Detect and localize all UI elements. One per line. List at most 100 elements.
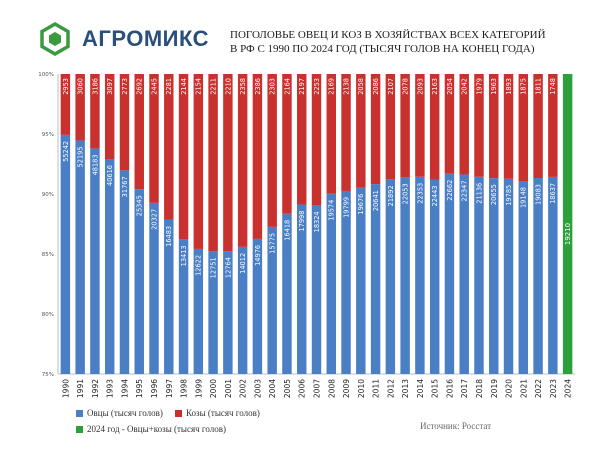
data-label-goats: 2169 (328, 78, 336, 95)
bar-goats (282, 74, 292, 214)
data-label-sheep: 16418 (283, 220, 291, 241)
y-tick-label: 95% (42, 132, 54, 138)
x-tick-label: 2020 (505, 379, 514, 398)
bar-goats (548, 74, 558, 177)
data-label-sheep: 55242 (62, 141, 70, 162)
x-tick-label: 1991 (76, 379, 85, 398)
bar-goats (90, 74, 100, 149)
data-label-sheep: 12622 (195, 255, 203, 276)
data-label-goats: 2164 (283, 78, 291, 95)
bar-goats (134, 74, 144, 190)
x-tick-label: 1997 (165, 379, 174, 398)
bar-goats (489, 74, 499, 179)
data-label-goats: 2210 (224, 78, 232, 95)
bar-sheep (385, 179, 396, 374)
data-label-sheep: 20327 (150, 209, 158, 230)
data-label-goats: 2058 (357, 78, 365, 95)
data-label-sheep: 22347 (461, 180, 469, 201)
bar-sheep (104, 159, 115, 374)
legend-swatch-sheep (76, 410, 83, 417)
bar-sheep (429, 179, 440, 374)
bar-sheep (75, 140, 85, 374)
bar-goats (326, 74, 336, 194)
data-label-goats: 2445 (150, 78, 158, 95)
bar-goats (518, 74, 529, 182)
chart-title-line-2: В РФ С 1990 ПО 2024 ГОД (ТЫСЯЧ ГОЛОВ НА … (230, 43, 535, 55)
x-tick-label: 2024 (564, 379, 573, 398)
bar-sheep (119, 170, 130, 374)
data-label-sheep: 21892 (387, 185, 395, 206)
x-tick-label: 2014 (416, 379, 425, 398)
data-label-sheep: 22662 (446, 180, 454, 201)
x-tick-label: 1992 (91, 379, 100, 398)
bar-sheep (533, 178, 543, 374)
x-tick-label: 2009 (342, 379, 351, 398)
x-tick-label: 2015 (431, 379, 440, 398)
bar-goats (104, 74, 115, 160)
data-label-goats: 2144 (180, 78, 188, 95)
data-label-goats: 2154 (195, 78, 203, 95)
bar-goats (341, 74, 351, 191)
data-label-sheep: 13413 (180, 245, 188, 266)
data-label-goats: 2358 (239, 78, 247, 95)
bar-total-2024 (562, 74, 573, 374)
bar-goats (149, 74, 159, 203)
data-label-goats: 3060 (77, 78, 85, 95)
data-label-sheep: 22353 (416, 183, 424, 204)
x-tick-label: 2001 (224, 379, 233, 398)
data-label-sheep: 15775 (269, 233, 277, 254)
data-label-sheep: 40616 (106, 165, 114, 186)
bar-sheep (548, 176, 558, 374)
data-label-sheep: 14012 (239, 253, 247, 274)
bar-sheep (149, 202, 159, 374)
x-tick-label: 2022 (534, 379, 543, 398)
header: АГРОМИКС ПОГОЛОВЬЕ ОВЕЦ И КОЗ В ХОЗЯЙСТВ… (0, 0, 600, 62)
bar-goats (223, 74, 233, 252)
data-label-sheep: 19083 (534, 184, 542, 205)
legend-label-total-2024: 2024 год - Овцы+козы (тысяч голов) (87, 424, 226, 434)
data-label-sheep: 21136 (475, 183, 483, 204)
data-label-goats: 2138 (342, 78, 350, 95)
x-tick-label: 1993 (106, 379, 115, 398)
data-label-goats: 2054 (446, 78, 454, 95)
data-label-sheep: 20641 (372, 190, 380, 211)
bar-goats (400, 74, 410, 178)
data-label-goats: 2078 (402, 78, 410, 95)
data-label-goats: 2281 (165, 78, 173, 95)
x-tick-label: 2007 (313, 379, 322, 398)
chart-title-line-1: ПОГОЛОВЬЕ ОВЕЦ И КОЗ В ХОЗЯЙСТВАХ ВСЕХ К… (230, 29, 546, 41)
bar-sheep (237, 246, 248, 374)
bar-sheep (297, 204, 307, 374)
data-label-sheep: 18637 (549, 183, 557, 204)
data-label-goats: 1748 (549, 78, 557, 95)
data-label-goats: 1811 (534, 78, 542, 95)
bar-sheep (326, 193, 336, 374)
bar-sheep (134, 189, 144, 374)
data-label-goats: 2953 (62, 78, 70, 95)
x-tick-label: 1998 (180, 379, 189, 398)
data-label-sheep: 31767 (121, 176, 129, 197)
logo-text: АГРОМИКС (82, 26, 210, 51)
bar-goats (208, 74, 218, 252)
bar-sheep (208, 251, 218, 374)
y-tick-label: 90% (42, 192, 54, 198)
data-label-goats: 2253 (313, 78, 321, 95)
bar-sheep (459, 174, 469, 374)
bar-goats (60, 74, 71, 135)
x-tick-label: 2023 (549, 379, 558, 398)
data-label-goats: 2303 (269, 78, 277, 95)
bar-sheep (356, 187, 366, 374)
bar-goats (370, 74, 381, 185)
bar-goats (533, 74, 543, 179)
x-tick-label: 2018 (475, 379, 484, 398)
bar-goats (297, 74, 307, 205)
bar-goats (503, 74, 514, 179)
source-note: Источник: Росстат (420, 421, 492, 431)
bar-goats (193, 74, 204, 249)
data-label-sheep: 48183 (91, 154, 99, 175)
x-tick-label: 2000 (209, 379, 218, 398)
bar-goats (119, 74, 130, 171)
data-label-sheep: 18324 (313, 211, 321, 232)
legend-item-goats: Козы (тысяч голов) (175, 408, 260, 418)
bar-sheep (341, 190, 351, 374)
